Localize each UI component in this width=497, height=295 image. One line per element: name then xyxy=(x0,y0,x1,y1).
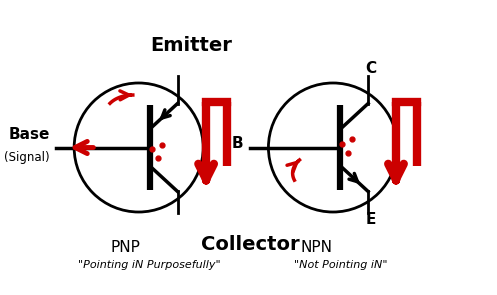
Text: (Signal): (Signal) xyxy=(4,151,50,164)
Text: "Not Pointing iN": "Not Pointing iN" xyxy=(294,260,387,270)
Text: "Pointing iN Purposefully": "Pointing iN Purposefully" xyxy=(79,260,221,270)
Text: NPN: NPN xyxy=(301,240,333,255)
Text: Base: Base xyxy=(8,127,50,142)
Text: Collector: Collector xyxy=(201,235,300,255)
Text: E: E xyxy=(366,212,376,227)
Text: C: C xyxy=(365,61,377,76)
Text: B: B xyxy=(231,136,243,151)
Text: PNP: PNP xyxy=(110,240,141,255)
Text: Emitter: Emitter xyxy=(151,36,233,55)
